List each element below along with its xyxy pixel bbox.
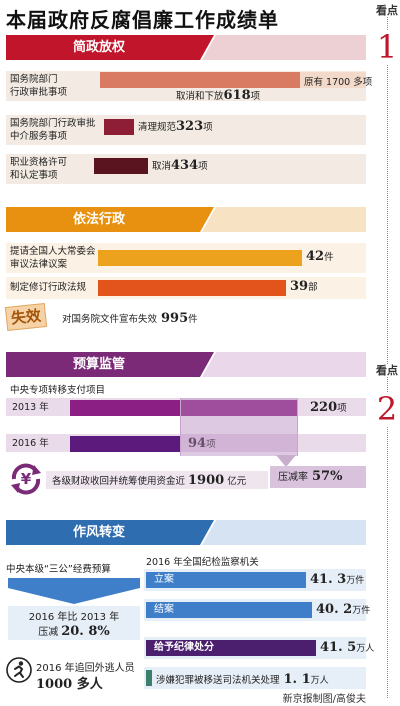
total-label: 原有 1700 多项 bbox=[304, 77, 373, 88]
reduction-box: 2016 年比 2013 年 压减 20. 8% bbox=[8, 606, 140, 640]
invalid-text: 对国务院文件宣布失效 995件 bbox=[62, 311, 198, 326]
value-label: 42件 bbox=[306, 249, 334, 264]
reduction-pointer bbox=[276, 455, 296, 467]
value-label: 220项 bbox=[310, 400, 347, 415]
row-label: 职业资格许可 和认定事项 bbox=[10, 157, 68, 181]
section-subtitle: 中央专项转移支付项目 bbox=[10, 385, 106, 396]
watch-number-2: 2 bbox=[375, 390, 399, 428]
value-label: 取消和下放618项 bbox=[176, 88, 261, 103]
bar-law-bills bbox=[98, 250, 302, 266]
reduction-badge: 压减率 57% bbox=[270, 466, 366, 488]
row-bg bbox=[6, 115, 366, 145]
yen-symbol: ¥ bbox=[20, 470, 32, 488]
page-title: 本届政府反腐倡廉工作成绩单 bbox=[6, 8, 279, 32]
value-label: 39部 bbox=[290, 279, 318, 294]
section-title-4: 作风转变 bbox=[72, 525, 125, 540]
watch-label-1: 看点 bbox=[375, 4, 399, 17]
fund-text: 各级财政收回并统筹使用资金近 1900 亿元 bbox=[52, 473, 247, 488]
bar-cases-closed: 结案 bbox=[146, 602, 312, 618]
section-title-3: 预算监管 bbox=[72, 357, 125, 372]
value-label: 涉嫌犯罪被移送司法机关处理 1. 1万人 bbox=[156, 672, 329, 687]
fugitive-line2: 1000 多人 bbox=[36, 677, 103, 692]
left-title: 中央本级“三公”经费预算 bbox=[6, 564, 111, 575]
row-label: 国务院部门行政审批 中介服务事项 bbox=[10, 118, 96, 142]
value-label: 41. 5万人 bbox=[320, 640, 375, 655]
bar-regulations bbox=[98, 280, 286, 296]
row-bg bbox=[6, 154, 366, 184]
section-banner-3 bbox=[6, 352, 366, 377]
recycle-yen-icon bbox=[11, 463, 41, 495]
watch-number-1: 1 bbox=[375, 28, 399, 66]
bar-2013 bbox=[70, 400, 298, 416]
bar-judicial bbox=[146, 670, 152, 686]
bar-cases-filed: 立案 bbox=[146, 572, 306, 588]
value-label: 94项 bbox=[188, 436, 216, 451]
section-banner-4 bbox=[6, 520, 366, 545]
left-line2: 压减 20. 8% bbox=[38, 624, 110, 639]
bar-intermediary bbox=[104, 119, 134, 135]
section-banner-1 bbox=[6, 35, 366, 60]
row-label: 2016 年 bbox=[12, 438, 49, 449]
reduction-overlay bbox=[180, 398, 298, 456]
divider-line bbox=[387, 8, 388, 698]
row-label: 制定修订行政法规 bbox=[10, 282, 87, 293]
credit: 新京报制图/高俊夫 bbox=[282, 694, 366, 705]
row-label: 国务院部门 行政审批事项 bbox=[10, 74, 68, 98]
section-banner-2 bbox=[6, 207, 366, 232]
bar-2016 bbox=[70, 436, 180, 452]
section-title-1: 简政放权 bbox=[72, 40, 125, 55]
left-line1: 2016 年比 2013 年 bbox=[28, 612, 120, 623]
bar-discipline: 给予纪律处分 bbox=[146, 640, 316, 656]
right-title: 2016 年全国纪检监察机关 bbox=[146, 557, 259, 568]
bar-qualification bbox=[94, 158, 148, 174]
row-bg bbox=[144, 667, 366, 689]
runner-icon bbox=[6, 657, 32, 683]
value-label: 40. 2万件 bbox=[316, 602, 371, 617]
value-label: 取消434项 bbox=[152, 158, 208, 173]
watch-label-2: 看点 bbox=[375, 364, 399, 377]
invalid-stamp: 失效 bbox=[4, 302, 48, 332]
row-label: 2013 年 bbox=[12, 402, 49, 413]
bar-approval bbox=[100, 72, 300, 88]
section-title-2: 依法行政 bbox=[72, 212, 125, 227]
row-label: 提请全国人大常委会 审议法律议案 bbox=[10, 246, 96, 270]
value-label: 清理规范323项 bbox=[138, 119, 213, 134]
fund-bg bbox=[46, 471, 268, 489]
down-arrow-icon bbox=[8, 578, 140, 604]
fugitive-line1: 2016 年追回外逃人员 bbox=[36, 663, 135, 674]
value-label: 41. 3万件 bbox=[310, 572, 365, 587]
